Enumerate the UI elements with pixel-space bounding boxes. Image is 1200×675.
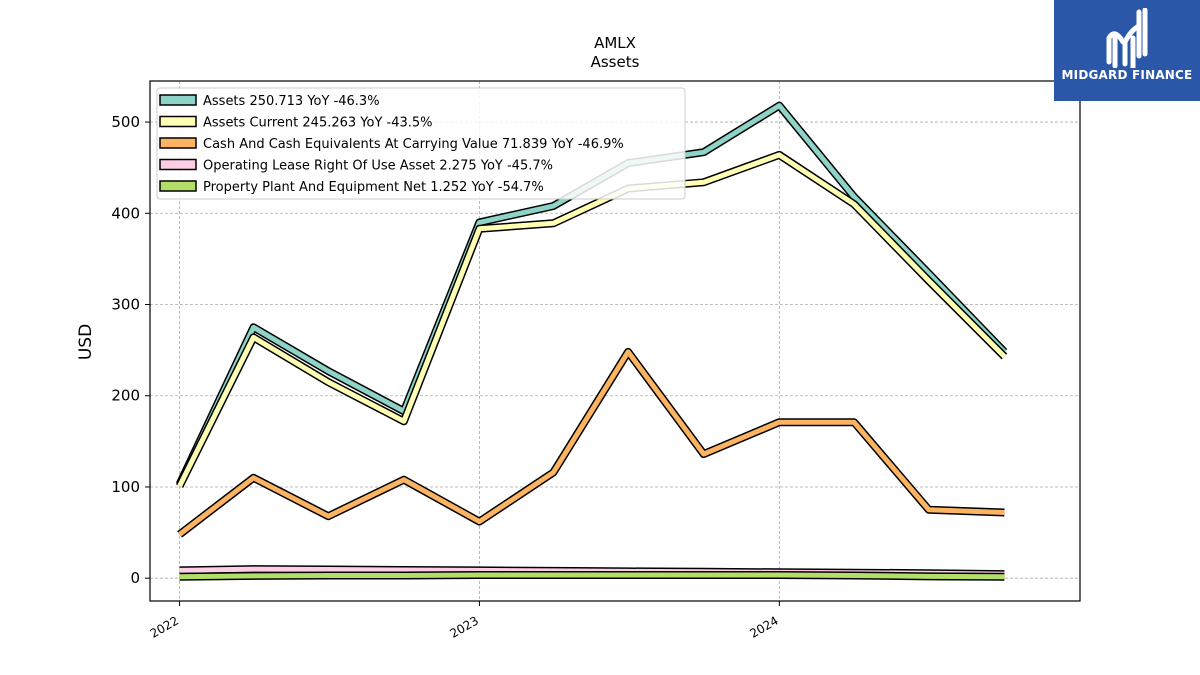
legend-entry: Assets 250.713 YoY -46.3% [203,94,380,109]
midgard-finance-logo: MIDGARD FINANCE [1054,0,1200,101]
legend-swatch [159,94,197,106]
y-tick-label: 500 [111,113,140,131]
y-tick-label: 200 [111,387,140,405]
legend-entry: Cash And Cash Equivalents At Carrying Va… [203,137,624,152]
x-tick-label: 2022 [148,613,181,640]
legend-entry: Operating Lease Right Of Use Asset 2.275… [203,159,553,174]
legend-swatch [159,180,197,192]
series-line [177,152,1007,488]
legend-box [156,87,686,200]
legend-swatch [159,137,197,149]
chart-subtitle: Assets [591,53,640,71]
legend-entry: Assets Current 245.263 YoY -43.5% [203,116,433,131]
series-line [179,572,1005,580]
legend-swatch [159,115,197,128]
midgard-logo-icon [1106,8,1148,68]
x-tick-label: 2023 [447,613,480,640]
y-tick-label: 400 [111,204,140,222]
chart-title: AMLX [594,34,636,52]
brand-name: MIDGARD FINANCE [1061,68,1193,82]
legend: Assets 250.713 YoY -46.3% Assets Current … [156,87,686,200]
x-tick-label: 2024 [747,613,780,640]
plot-area-frame [149,80,1081,602]
y-tick-label: 0 [130,569,140,587]
legend-entry: Property Plant And Equipment Net 1.252 Y… [203,180,544,195]
series-line [178,349,1005,537]
legend-swatch [159,158,197,171]
y-axis-label: USD [76,324,96,360]
y-tick-label: 100 [111,478,140,496]
y-tick-label: 300 [111,296,140,314]
series-line-outline [177,347,1005,538]
